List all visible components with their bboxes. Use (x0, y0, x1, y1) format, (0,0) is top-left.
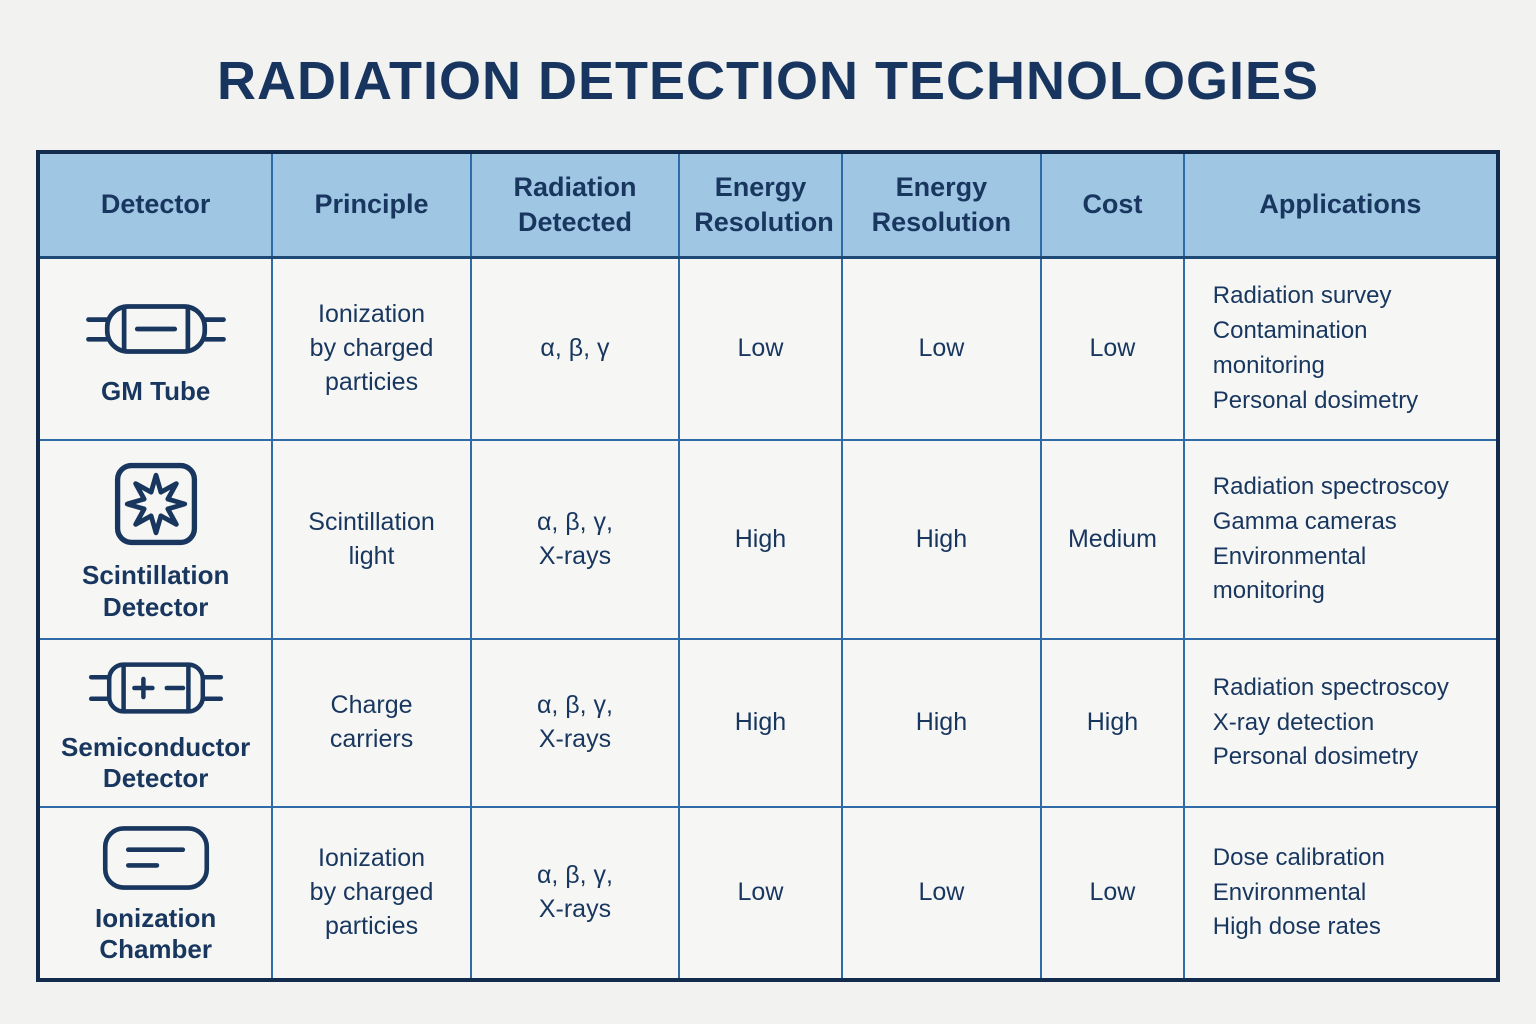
cell-radiation-detected: α, β, γ, X-rays (469, 439, 681, 640)
col-header-detector: Detector (36, 151, 274, 259)
detector-label: Ionization Chamber (95, 902, 217, 964)
application-item: Radiation spectroscoy (1212, 673, 1449, 701)
cell-radiation-detected: α, β, γ, X-rays (469, 638, 681, 808)
detector-label: Scintillation Detector (81, 560, 230, 622)
cell-applications: Radiation spectroscoy X-ray detection Pe… (1182, 638, 1500, 808)
col-header-energy-resolution-1: Energy Resolution (678, 151, 843, 259)
page-title: RADIATION DETECTION TECHNOLOGIES (216, 51, 1319, 111)
application-item: Personal dosimetry (1212, 386, 1419, 414)
col-header-radiation-detected: Radiation Detected (469, 151, 681, 259)
cell-energy-resolution-1: Low (678, 806, 843, 981)
cell-energy-resolution-1: High (678, 439, 843, 640)
cell-principle: Ionization by charged particies (271, 256, 472, 441)
col-header-energy-resolution-2: Energy Resolution (840, 151, 1043, 259)
cell-energy-resolution-1: High (678, 638, 843, 808)
cell-energy-resolution-2: High (840, 638, 1043, 808)
cell-energy-resolution-2: High (840, 439, 1043, 640)
cell-cost: Low (1040, 806, 1185, 981)
cell-cost: Low (1040, 256, 1185, 441)
application-item: Radiation survey (1212, 282, 1392, 310)
application-item: Gamma cameras (1212, 507, 1397, 535)
application-item: High dose rates (1212, 913, 1381, 941)
table-row-gm-tube: GM Tube Ionization by charged particies … (36, 256, 1500, 441)
scintillation-detector-icon (46, 456, 265, 552)
application-item: X-ray detection (1212, 708, 1375, 736)
cell-detector: Semiconductor Detector (36, 638, 274, 808)
cell-principle: Charge carriers (271, 638, 472, 808)
application-item: Environmental (1212, 878, 1367, 906)
cell-cost: Medium (1040, 439, 1185, 640)
cell-applications: Dose calibration Environmental High dose… (1182, 806, 1500, 981)
cell-principle: Ionization by charged particies (271, 806, 472, 981)
col-header-cost: Cost (1040, 151, 1185, 259)
cell-detector: Scintillation Detector (36, 439, 274, 640)
ionization-chamber-icon (46, 821, 265, 895)
detector-label: GM Tube (101, 376, 211, 407)
cell-detector: GM Tube (36, 256, 274, 441)
col-header-applications: Applications (1182, 151, 1500, 259)
cell-radiation-detected: α, β, γ (469, 256, 681, 441)
cell-applications: Radiation survey Contamination monitorin… (1182, 256, 1500, 441)
application-item: Personal dosimetry (1212, 743, 1419, 771)
cell-cost: High (1040, 638, 1185, 808)
header-row: Detector Principle Radiation Detected En… (36, 151, 1500, 259)
application-item: Environmental monitoring (1212, 542, 1367, 605)
application-item: Radiation spectroscoy (1212, 472, 1449, 500)
cell-detector: Ionization Chamber (36, 806, 274, 981)
col-header-principle: Principle (271, 151, 472, 259)
cell-energy-resolution-2: Low (840, 806, 1043, 981)
cell-principle: Scintillation light (271, 439, 472, 640)
table-row-semiconductor-detector: Semiconductor Detector Charge carriers α… (36, 638, 1500, 808)
table-row-scintillation-detector: Scintillation Detector Scintillation lig… (36, 439, 1500, 640)
detector-label: Semiconductor Detector (61, 731, 251, 793)
cell-energy-resolution-2: Low (840, 256, 1043, 441)
cell-energy-resolution-1: Low (678, 256, 843, 441)
cell-radiation-detected: α, β, γ, X-rays (469, 806, 681, 981)
cell-applications: Radiation spectroscoy Gamma cameras Envi… (1182, 439, 1500, 640)
radiation-detection-table: Detector Principle Radiation Detected En… (36, 150, 1500, 982)
gm-tube-icon (46, 290, 265, 368)
semiconductor-detector-icon (46, 652, 265, 724)
application-item: Contamination monitoring (1212, 316, 1368, 379)
application-item: Dose calibration (1212, 843, 1385, 871)
table-row-ionization-chamber: Ionization Chamber Ionization by charged… (36, 806, 1500, 981)
